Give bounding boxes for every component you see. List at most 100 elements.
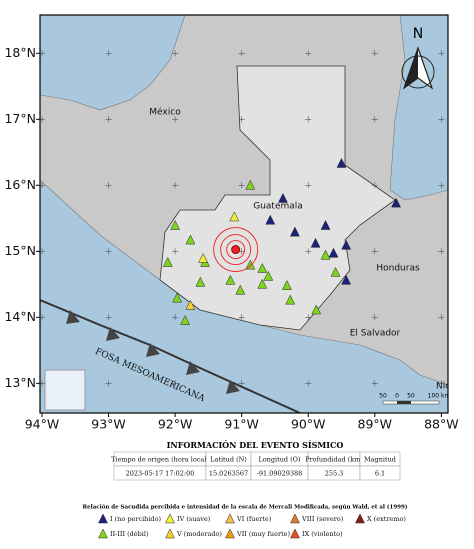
legend-swatch <box>290 513 300 524</box>
station <box>282 280 292 290</box>
station <box>328 247 339 258</box>
grid-cross <box>105 182 112 189</box>
station <box>245 259 256 270</box>
legend-label: VIII (severo) <box>301 515 344 523</box>
x-tick-label: 91°W <box>224 417 259 432</box>
station <box>257 278 268 289</box>
x-tick-label: 90°W <box>291 417 326 432</box>
table-header: Tiempo de origen (hora local) <box>111 456 209 464</box>
table-title: INFORMACIÓN DEL EVENTO SÍSMICO <box>167 440 344 450</box>
station <box>341 274 352 285</box>
x-tick-label: 94°W <box>25 417 60 432</box>
legend-swatch <box>225 513 235 524</box>
map-area: FOSA MESOAMERICANA México Guatemala Hond… <box>40 15 460 413</box>
epicenter-ring <box>213 227 259 273</box>
station <box>245 179 256 190</box>
epicenter <box>231 245 241 255</box>
station <box>263 270 274 281</box>
y-tick-label: 18°N <box>4 45 36 60</box>
grid-cross <box>40 380 45 387</box>
station <box>180 315 191 325</box>
event-table: Tiempo de origen (hora local) 2023-05-17 … <box>111 451 401 481</box>
station <box>320 219 331 230</box>
legend-title: Relación de Sacudida percibida e intensi… <box>83 504 408 511</box>
station <box>185 234 196 245</box>
grid-cross <box>438 182 445 189</box>
station <box>172 292 183 303</box>
grid-cross <box>371 314 378 321</box>
station <box>225 274 236 285</box>
grid-cross <box>105 380 112 387</box>
north-label: N <box>413 26 423 42</box>
grid-cross <box>105 50 112 57</box>
grid-cross <box>238 50 245 57</box>
logo <box>44 369 86 411</box>
grid-cross <box>238 314 245 321</box>
map-frame <box>39 14 449 414</box>
grid-cross <box>371 182 378 189</box>
station <box>257 262 268 273</box>
legend-swatch <box>98 528 108 539</box>
grid-cross <box>172 314 179 321</box>
scale-label: 100 km <box>428 393 451 400</box>
station <box>285 294 296 305</box>
scale-bar <box>382 400 440 405</box>
grid-cross <box>305 50 312 57</box>
scale-label: 0 <box>395 393 399 400</box>
station <box>341 239 352 250</box>
station <box>290 226 300 237</box>
grid-cross <box>105 314 112 321</box>
grid-cross <box>438 116 445 123</box>
table-header: Longitud (O) <box>258 456 301 464</box>
x-tick-label: 93°W <box>91 417 126 432</box>
x-tick-label: 92°W <box>158 417 193 432</box>
legend-swatch <box>290 528 300 539</box>
legend-label: II-III (débil) <box>110 530 149 538</box>
table-value: -91.09029388 <box>257 470 303 478</box>
grid-cross <box>172 182 179 189</box>
grid-cross <box>40 50 45 57</box>
country-label: Nicar <box>436 382 460 392</box>
station <box>265 214 276 225</box>
grid-cross <box>438 314 445 321</box>
grid-cross <box>172 116 179 123</box>
table-value: 255.3 <box>325 470 344 478</box>
legend-label: V (moderado) <box>176 530 222 538</box>
table-value: 2023-05-17 17:02:00 <box>126 470 195 478</box>
grid-cross <box>305 314 312 321</box>
table-header: Profundidad (km) <box>305 456 363 464</box>
y-tick-label: 13°N <box>4 375 36 390</box>
grid-cross <box>238 116 245 123</box>
legend-swatch <box>165 528 175 539</box>
legend-swatch <box>225 528 235 539</box>
grid-cross <box>305 182 312 189</box>
country-label: Honduras <box>376 264 420 274</box>
station <box>391 197 401 208</box>
grid-cross <box>172 248 179 255</box>
scale-label: 50 <box>407 393 415 400</box>
station <box>195 276 206 287</box>
station <box>330 266 341 277</box>
legend-label: VII (muy fuerte) <box>236 530 291 538</box>
station <box>198 252 208 263</box>
y-tick-label: 16°N <box>4 177 36 192</box>
grid-cross <box>371 50 378 57</box>
station <box>162 256 173 267</box>
legend-label: IX (violento) <box>302 530 343 538</box>
grid-cross <box>371 116 378 123</box>
grid-cross <box>172 380 179 387</box>
epicenter-ring <box>226 240 246 260</box>
station <box>235 284 246 295</box>
grid-cross <box>172 50 179 57</box>
trench-teeth <box>66 310 240 394</box>
country-label: México <box>149 107 181 118</box>
legend-label: IV (suave) <box>177 515 211 523</box>
station <box>185 299 196 310</box>
grid-cross <box>438 248 445 255</box>
y-tick-label: 15°N <box>4 243 36 258</box>
table-value: 15.0263567 <box>209 470 248 478</box>
grid-cross <box>371 380 378 387</box>
scale-label: 50 <box>379 393 387 400</box>
country-label: El Salvador <box>350 329 401 339</box>
legend-swatch <box>98 513 108 524</box>
